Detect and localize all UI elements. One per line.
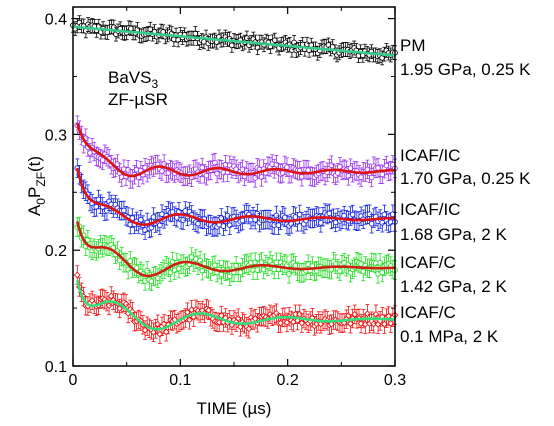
sample-compound: BaVS <box>108 68 151 87</box>
x-tick-label: 0.1 <box>169 372 191 389</box>
svg-text:BaVS3: BaVS3 <box>108 68 158 91</box>
y-axis-title: A0PZF(t) <box>25 156 48 216</box>
data-point <box>337 268 343 274</box>
tick-layer: 0 0.1 0.2 0.30.10.20.30.4 <box>45 7 406 389</box>
data-point <box>288 221 295 227</box>
fit-line-3 <box>76 221 396 278</box>
data-point <box>233 262 239 269</box>
fit-line-0 <box>72 25 396 57</box>
data-point <box>239 217 246 224</box>
data-point <box>199 164 206 171</box>
data-point <box>383 162 390 169</box>
data-point <box>360 268 367 275</box>
data-point <box>260 266 267 273</box>
x-axis-title: TIME (µs) <box>197 399 272 418</box>
annotation-phase-icaf-c-2: ICAF/C <box>400 303 456 322</box>
fit-line-4 <box>76 280 396 331</box>
fit-line-2 <box>76 167 395 227</box>
data-point <box>150 214 157 220</box>
series-4 <box>73 265 399 344</box>
data-point <box>291 39 297 46</box>
data-point <box>73 271 81 279</box>
data-point <box>229 42 235 49</box>
data-point <box>272 309 280 317</box>
data-point <box>381 211 388 218</box>
annotation-condition-icaf-c-2: 0.1 MPa, 2 K <box>400 327 499 346</box>
x-tick-label: 0.2 <box>277 372 299 389</box>
x-tick-label: 0.3 <box>384 372 406 389</box>
data-point <box>364 310 371 318</box>
data-point <box>375 165 381 171</box>
annotation-condition-icaf-ic-2: 1.68 GPa, 2 K <box>400 225 507 244</box>
data-point <box>220 223 227 229</box>
data-point <box>273 212 280 219</box>
series-1 <box>74 115 398 189</box>
annotation-condition-icaf-c-1: 1.42 GPa, 2 K <box>400 277 507 296</box>
svg-text:A0PZF(t): A0PZF(t) <box>25 156 48 216</box>
fit-line-1 <box>76 122 396 178</box>
data-point <box>254 267 261 273</box>
data-point <box>195 220 201 227</box>
annotation-condition-icaf-ic-1: 1.70 GPa, 0.25 K <box>400 169 531 188</box>
data-point <box>95 196 102 203</box>
x-tick-label: 0 <box>69 372 78 389</box>
data-point <box>226 222 233 229</box>
annotation-phase-pm: PM <box>400 36 426 55</box>
data-point <box>237 269 244 276</box>
annotation-phase-icaf-ic-2: ICAF/IC <box>400 200 460 219</box>
data-layer <box>70 15 399 344</box>
y-tick-label: 0.1 <box>45 359 67 376</box>
data-point <box>218 271 225 278</box>
data-point <box>379 269 386 276</box>
data-point <box>127 258 134 264</box>
data-point <box>379 171 386 178</box>
annotation-condition-pm: 1.95 GPa, 0.25 K <box>400 60 531 79</box>
data-point <box>252 175 259 181</box>
data-point <box>245 325 253 333</box>
data-point <box>372 310 380 318</box>
data-point <box>137 216 144 223</box>
series-annotations: PM 1.95 GPa, 0.25 K ICAF/IC 1.70 GPa, 0.… <box>400 36 531 346</box>
data-point <box>358 174 364 181</box>
data-point <box>148 224 155 231</box>
y-tick-label: 0.3 <box>45 127 67 144</box>
data-point <box>349 211 356 218</box>
data-point <box>286 270 292 277</box>
sample-compound-sub: 3 <box>151 77 158 91</box>
data-point <box>154 320 162 328</box>
data-point <box>121 207 127 214</box>
data-point <box>271 37 278 44</box>
sample-technique: ZF-µSR <box>108 90 168 109</box>
data-point <box>122 300 130 308</box>
data-point <box>328 162 335 169</box>
y-tick-label: 0.4 <box>45 12 67 29</box>
sample-label: BaVS3 ZF-µSR <box>108 68 168 109</box>
data-point <box>148 278 155 285</box>
data-point <box>326 210 333 217</box>
fit-layer <box>72 25 396 331</box>
data-point <box>203 172 210 179</box>
data-point <box>284 164 290 171</box>
data-point <box>273 161 280 168</box>
data-point <box>157 222 163 229</box>
data-point <box>282 214 288 221</box>
annotation-phase-icaf-ic-1: ICAF/IC <box>400 146 460 165</box>
annotation-phase-icaf-c-1: ICAF/C <box>400 253 456 272</box>
data-point <box>218 215 225 221</box>
data-point <box>318 220 324 226</box>
data-point <box>368 220 375 227</box>
y-tick-label: 0.2 <box>45 243 67 260</box>
data-point <box>275 222 282 229</box>
